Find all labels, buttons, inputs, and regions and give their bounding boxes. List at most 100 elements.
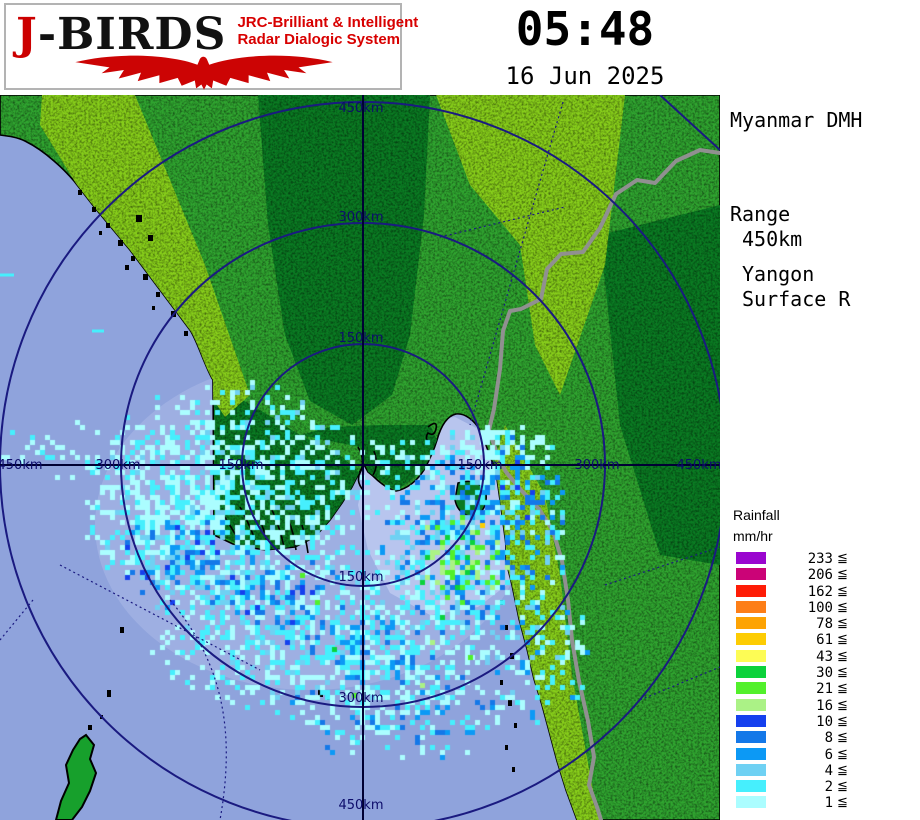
legend-color-swatch	[736, 714, 766, 727]
rainfall-legend: Rainfall mm/hr 233 ≦ 206 ≦ 162 ≦ 100 ≦ 78 ≦ 61 ≦ 43 ≦…	[733, 507, 913, 812]
ring-label: 450km	[338, 101, 383, 116]
legend-value: 2	[824, 779, 833, 796]
legend-color-swatch	[736, 552, 766, 564]
legend-lte-symbol: ≦	[837, 616, 848, 632]
eagle-icon	[75, 55, 333, 90]
legend-row: 78 ≦	[733, 616, 913, 632]
crosshair	[0, 95, 720, 820]
ring-label: 150km	[338, 570, 383, 585]
ring-label: 300km	[95, 458, 140, 473]
legend-row: 16 ≦	[733, 698, 913, 714]
legend-row: 8 ≦	[733, 730, 913, 746]
legend-value: 78	[816, 616, 833, 633]
header: J-BIRDS JRC-Brilliant & Intelligent Rada…	[0, 0, 920, 95]
clock: 05:48 16 Jun 2025	[430, 2, 740, 90]
legend-lte-symbol: ≦	[837, 665, 848, 681]
range-value: 450km	[742, 227, 803, 251]
legend-lte-symbol: ≦	[837, 779, 848, 795]
legend-value: 10	[816, 713, 833, 730]
legend-lte-symbol: ≦	[837, 583, 848, 599]
ring-label: 450km	[338, 798, 383, 813]
legend-row: 1 ≦	[733, 795, 913, 811]
legend-value: 6	[824, 746, 833, 763]
legend-lte-symbol: ≦	[837, 713, 848, 729]
legend-value: 16	[816, 697, 833, 714]
legend-title: Rainfall	[733, 507, 780, 523]
legend-value: 4	[824, 762, 833, 779]
legend-color-swatch	[736, 763, 766, 776]
legend-color-swatch	[736, 780, 766, 793]
legend-unit: mm/hr	[733, 528, 773, 544]
clock-time: 05:48	[515, 2, 655, 56]
side-panel: Myanmar DMH Range 450km Yangon Surface R…	[720, 95, 920, 820]
legend-row: 61 ≦	[733, 632, 913, 648]
legend-lte-symbol: ≦	[837, 551, 848, 566]
ring-label: 300km	[338, 691, 383, 706]
legend-value: 1	[824, 795, 833, 812]
legend-lte-symbol: ≦	[837, 762, 848, 778]
graticule-sea-ticks	[0, 273, 104, 333]
agency-label: Myanmar DMH	[730, 108, 863, 132]
logo-title: J-BIRDS	[16, 9, 226, 60]
legend-row: 162 ≦	[733, 584, 913, 600]
legend-lte-symbol: ≦	[837, 599, 848, 615]
legend-color-swatch	[736, 568, 766, 581]
legend-row: 10 ≦	[733, 714, 913, 730]
legend-color-swatch	[736, 584, 766, 597]
legend-color-swatch	[736, 600, 766, 613]
legend-row: 206 ≦	[733, 567, 913, 583]
ring-label: 300km	[574, 458, 619, 473]
legend-rows: 233 ≦ 206 ≦ 162 ≦ 100 ≦ 78 ≦ 61 ≦ 43 ≦ 30 ≦ 21 ≦ 16 ≦ 10 ≦ 8 ≦ 6…	[733, 551, 913, 812]
clock-date: 16 Jun 2025	[505, 62, 665, 90]
legend-row: 2 ≦	[733, 779, 913, 795]
legend-lte-symbol: ≦	[837, 730, 848, 746]
legend-value: 8	[824, 730, 833, 747]
ring-label: 450km	[0, 458, 43, 473]
site-label: Yangon	[742, 262, 815, 286]
legend-row: 21 ≦	[733, 681, 913, 697]
ring-label: 150km	[218, 458, 263, 473]
legend-color-swatch	[736, 682, 766, 695]
rain-echo-layer	[0, 95, 720, 820]
logo-subtitle: JRC-Brilliant & Intelligent Radar Dialog…	[237, 14, 418, 49]
legend-value: 233	[807, 551, 833, 567]
legend-row: 6 ≦	[733, 747, 913, 763]
legend-color-swatch	[736, 666, 766, 679]
ring-label: 150km	[457, 458, 502, 473]
legend-value: 30	[816, 665, 833, 682]
product-label: Surface R	[742, 287, 851, 311]
legend-lte-symbol: ≦	[837, 632, 848, 648]
ring-label: 450km	[676, 458, 720, 473]
legend-lte-symbol: ≦	[837, 681, 848, 697]
range-rings-layer: 450km 300km 150km 150km 300km 450km 450k…	[0, 95, 720, 820]
legend-row: 233 ≦	[733, 551, 913, 567]
jbirds-logo: J-BIRDS JRC-Brilliant & Intelligent Rada…	[4, 3, 418, 90]
legend-color-swatch	[736, 633, 766, 646]
legend-lte-symbol: ≦	[837, 746, 848, 762]
range-label: Range	[730, 202, 791, 226]
legend-value: 43	[816, 648, 833, 665]
legend-color-swatch	[736, 698, 766, 711]
graticule	[0, 101, 720, 820]
legend-value: 162	[807, 583, 833, 600]
logo-letter-j: J	[16, 9, 38, 60]
logo-letters-birds: -BIRDS	[37, 9, 227, 60]
ring-labels: 450km 300km 150km 150km 300km 450km 450k…	[0, 101, 720, 813]
radar-map[interactable]: 450km 300km 150km 150km 300km 450km 450k…	[0, 95, 720, 820]
legend-value: 61	[816, 632, 833, 649]
legend-row: 30 ≦	[733, 665, 913, 681]
legend-lte-symbol: ≦	[837, 567, 848, 583]
ring-label: 300km	[338, 210, 383, 225]
legend-lte-symbol: ≦	[837, 648, 848, 664]
logo-subtitle-line2: Radar Dialogic System	[237, 30, 401, 48]
legend-row: 100 ≦	[733, 600, 913, 616]
legend-row: 4 ≦	[733, 763, 913, 779]
legend-row: 43 ≦	[733, 649, 913, 665]
legend-lte-symbol: ≦	[837, 795, 848, 811]
legend-lte-symbol: ≦	[837, 697, 848, 713]
legend-color-swatch	[736, 649, 766, 662]
legend-value: 21	[816, 681, 833, 698]
legend-color-swatch	[736, 747, 766, 760]
legend-color-swatch	[736, 617, 766, 630]
legend-value: 206	[807, 567, 833, 584]
